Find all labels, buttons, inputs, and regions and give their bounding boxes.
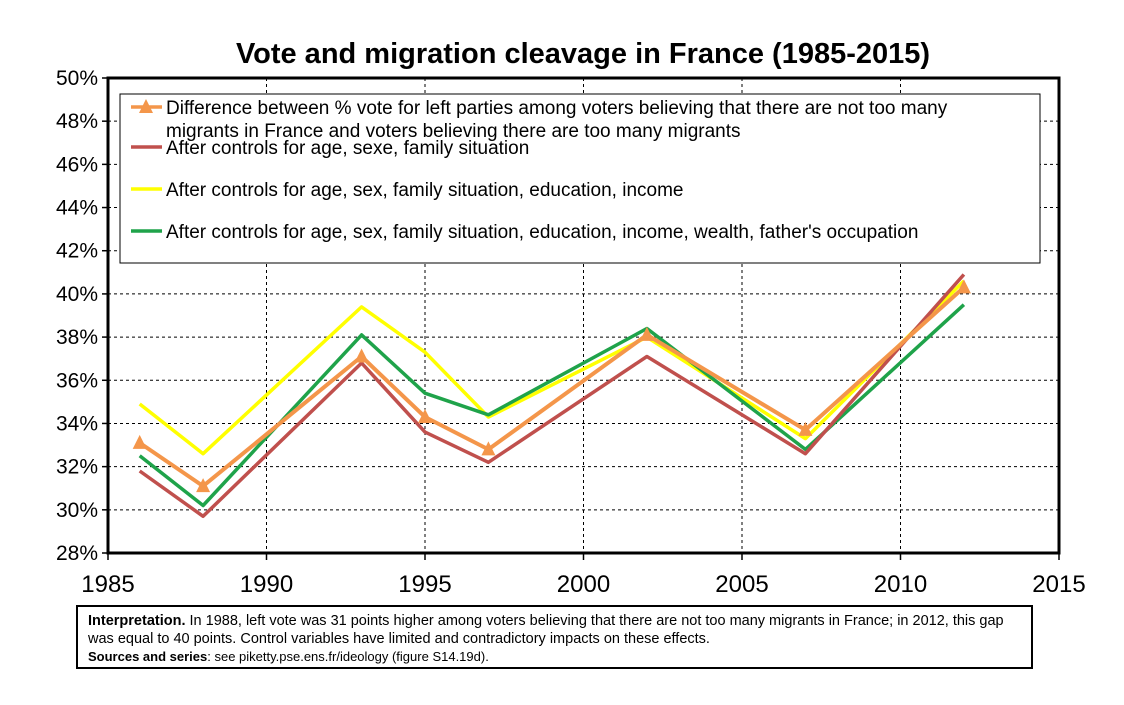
interpretation-note: Interpretation. In 1988, left vote was 3… xyxy=(76,605,1033,669)
interpretation-text: Interpretation. In 1988, left vote was 3… xyxy=(88,612,1021,648)
x-tick-label: 1990 xyxy=(240,571,293,598)
y-tick-label: 36% xyxy=(56,369,98,392)
x-tick-label: 2010 xyxy=(874,571,927,598)
series-line-3 xyxy=(138,279,966,456)
legend-label-1: migrants in France and voters believing … xyxy=(166,121,741,142)
series-line-2 xyxy=(138,273,966,519)
legend-label-3: After controls for age, sex, family situ… xyxy=(166,180,683,201)
y-tick-label: 30% xyxy=(56,499,98,522)
series-group xyxy=(132,273,971,519)
legend-marker xyxy=(139,99,153,113)
x-tick-label: 1995 xyxy=(398,571,451,598)
sources-label: Sources and series xyxy=(88,649,208,664)
legend-label-4: After controls for age, sex, family situ… xyxy=(166,222,918,243)
data-point-marker xyxy=(639,326,654,341)
data-point-marker xyxy=(196,478,211,493)
legend: Difference between % vote for left parti… xyxy=(119,93,1041,264)
x-tick-label: 2005 xyxy=(715,571,768,598)
sources-line: Sources and series: see piketty.pse.ens.… xyxy=(88,648,1021,666)
data-point-marker xyxy=(354,348,369,363)
interpretation-label: Interpretation. xyxy=(88,613,186,629)
y-tick-label: 48% xyxy=(56,110,98,133)
data-point-marker xyxy=(418,408,432,423)
data-point-marker xyxy=(132,434,147,449)
series-line-1 xyxy=(138,285,966,489)
series-line-4 xyxy=(138,303,966,508)
axis-ticks: 28% 30% 32% 34% 36% 38% 40% 42% 44% 46% 48% 50% 1985… xyxy=(56,67,1086,598)
data-point-marker xyxy=(798,421,813,436)
interpretation-body: In 1988, left vote was 31 points higher … xyxy=(88,613,1004,647)
y-tick-label: 34% xyxy=(56,412,98,435)
chart-title: Vote and migration cleavage in France (1… xyxy=(236,38,930,70)
x-tick-label: 2015 xyxy=(1032,571,1085,598)
legend-label-1: Difference between % vote for left parti… xyxy=(166,98,948,119)
x-tick-label: 1985 xyxy=(81,571,134,598)
y-tick-label: 40% xyxy=(56,283,98,306)
y-tick-label: 44% xyxy=(56,197,98,220)
x-tick-label: 2000 xyxy=(557,571,610,598)
y-tick-label: 42% xyxy=(56,240,98,263)
y-tick-label: 38% xyxy=(56,326,98,349)
legend-box xyxy=(119,93,1041,264)
chart: Vote and migration cleavage in France (1… xyxy=(56,38,1086,598)
sources-text: : see piketty.pse.ens.fr/ideology (figur… xyxy=(207,649,489,664)
y-tick-label: 46% xyxy=(56,153,98,176)
data-point-marker xyxy=(481,441,496,456)
data-point-marker xyxy=(956,279,971,294)
y-tick-label: 50% xyxy=(56,67,98,90)
legend-label-2: After controls for age, sexe, family sit… xyxy=(166,138,529,159)
y-tick-label: 32% xyxy=(56,456,98,479)
y-tick-label: 28% xyxy=(56,542,98,565)
plot-frame xyxy=(106,76,1061,555)
